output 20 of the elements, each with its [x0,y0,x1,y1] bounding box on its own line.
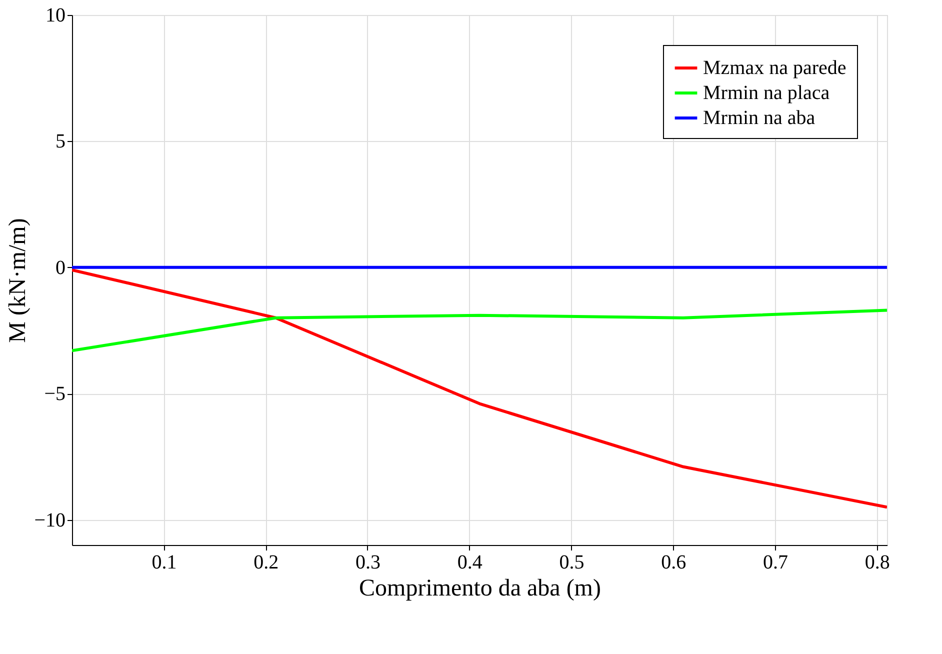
x-tick-label: 0.3 [355,552,380,574]
x-tick-label: 0.6 [661,552,686,574]
y-tick-label: 10 [46,4,66,26]
y-axis-title: M (kN·m/m) [5,218,32,343]
x-tick-label: 0.4 [457,552,482,574]
y-tick-label: −5 [44,383,66,406]
x-tick-label: 0.5 [559,552,584,574]
line-series [72,268,887,509]
y-tick-label: 5 [56,130,66,153]
legend-label: Mzmax na parede [703,57,846,79]
legend-label: Mrmin na aba [703,107,816,129]
x-tick-label: 0.8 [864,552,890,574]
y-tick-label: −10 [34,509,66,532]
legend-label: Mrmin na placa [703,82,830,104]
x-tick-label: 0.2 [254,552,279,574]
x-tick-label: 0.7 [762,552,788,574]
x-tick-label: 0.1 [152,552,177,574]
x-axis-title: Comprimento da aba (m) [359,576,601,602]
line-series [72,308,887,352]
y-tick-label: 0 [56,256,66,279]
